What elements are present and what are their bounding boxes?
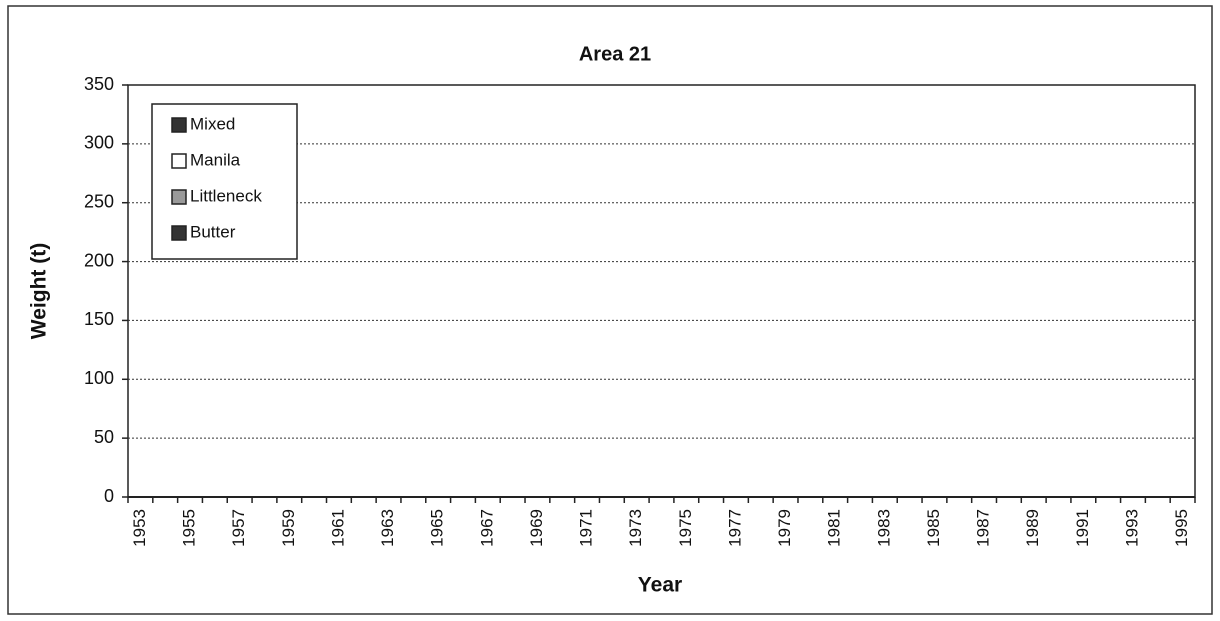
x-tick-label: 1969 [527,509,546,547]
y-tick-label: 300 [84,133,114,153]
legend-label: Butter [190,222,236,241]
x-tick-label: 1959 [279,509,298,547]
legend-swatch [171,225,187,241]
x-tick-label: 1955 [180,509,199,547]
x-tick-label: 1993 [1122,509,1141,547]
x-tick-label: 1977 [725,509,744,547]
x-tick-label: 1981 [825,509,844,547]
x-tick-label: 1985 [924,509,943,547]
legend-swatch [171,153,187,169]
x-tick-label: 1971 [577,509,596,547]
legend-swatch [171,117,187,133]
x-tick-label: 1973 [626,509,645,547]
y-axis-label: Weight (t) [28,243,51,339]
x-tick-label: 1983 [874,509,893,547]
legend-label: Manila [190,150,241,169]
y-tick-label: 0 [104,486,114,506]
x-tick-label: 1995 [1172,509,1191,547]
x-tick-label: 1961 [328,509,347,547]
x-tick-label: 1953 [130,509,149,547]
legend-swatch [171,189,187,205]
x-tick-label: 1979 [775,509,794,547]
x-tick-label: 1963 [378,509,397,547]
y-tick-label: 50 [94,427,114,447]
x-tick-label: 1967 [477,509,496,547]
y-tick-label: 250 [84,191,114,211]
x-tick-label: 1989 [1023,509,1042,547]
x-tick-label: 1965 [428,509,447,547]
y-tick-label: 150 [84,309,114,329]
plot-area [127,84,1196,498]
legend-label: Littleneck [190,186,262,205]
y-tick-label: 350 [84,74,114,94]
x-tick-label: 1957 [229,509,248,547]
x-tick-label: 1991 [1073,509,1092,547]
y-tick-label: 100 [84,368,114,388]
x-tick-label: 1975 [676,509,695,547]
chart-title: Area 21 [579,43,651,65]
y-tick-label: 200 [84,250,114,270]
x-axis-label: Year [638,574,682,597]
legend-label: Mixed [190,114,235,133]
x-tick-label: 1987 [974,509,993,547]
